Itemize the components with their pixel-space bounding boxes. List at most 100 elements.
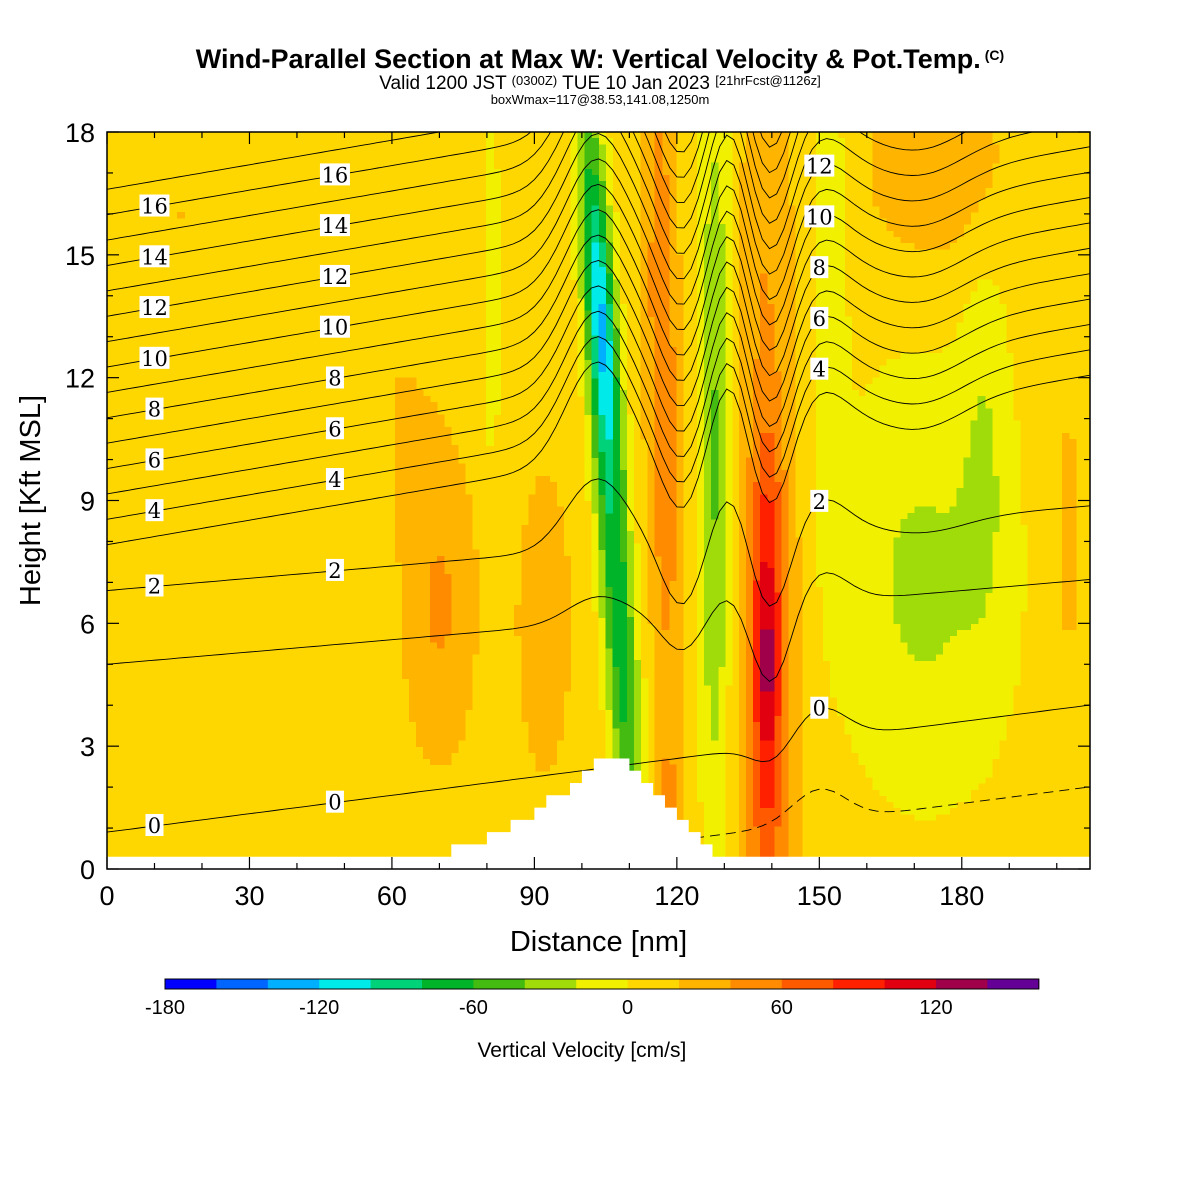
terrain-profile [107, 758, 1090, 869]
velocity-band [486, 132, 1028, 869]
theta-contour [107, 285, 1090, 470]
theta-contour [451, 786, 1090, 869]
svg-text:2: 2 [328, 559, 341, 583]
colorbar-swatch [422, 979, 474, 989]
y-tick-label: 9 [80, 487, 95, 517]
contour-label: 0 [325, 790, 344, 815]
contour-label: 8 [810, 256, 829, 280]
contour-label: 16 [139, 194, 170, 219]
contour-label: 10 [139, 346, 170, 371]
svg-text:0: 0 [813, 697, 826, 721]
colorbar-swatch [884, 979, 937, 989]
svg-text:8: 8 [148, 398, 161, 422]
colorbar-tick-label: 120 [919, 997, 952, 1019]
x-tick-label: 30 [234, 881, 264, 911]
theta-contour [107, 478, 1090, 607]
contour-label: 6 [325, 417, 344, 441]
y-axis-title: Height [Kft MSL] [15, 395, 47, 606]
svg-text:10: 10 [322, 316, 349, 340]
contour-label: 2 [145, 574, 164, 598]
contour-label: 6 [145, 448, 164, 472]
contour-label: 4 [325, 468, 344, 492]
colorbar: -180 -120 -60 0 60 120 Vertical Velocity [cm/s… [145, 978, 1040, 1062]
svg-text:2: 2 [148, 574, 161, 598]
contour-label: 2 [325, 558, 344, 583]
colorbar-swatch [679, 979, 731, 989]
colorbar-swatch [576, 979, 629, 989]
contour-label: 16 [319, 163, 350, 187]
colorbar-frame [164, 978, 1040, 990]
svg-text:4: 4 [813, 358, 826, 382]
theta-contour [107, 209, 1090, 393]
velocity-band [760, 629, 775, 692]
chart-title: Wind-Parallel Section at Max W: Vertical… [195, 44, 1005, 74]
contour-label: 8 [145, 397, 164, 422]
theta-contours [107, 132, 1090, 869]
svg-text:0: 0 [328, 791, 341, 815]
plot-frame [106, 131, 1091, 870]
contour-label: 4 [145, 499, 164, 523]
chart-box-info: boxWmax=117@38.53,141.08,1250m [490, 92, 710, 107]
svg-text:14: 14 [141, 245, 168, 269]
theta-contour [107, 132, 783, 190]
svg-text:4: 4 [328, 468, 341, 492]
colorbar-swatch [370, 979, 423, 989]
theta-contour [107, 336, 1090, 520]
x-tick-label: 90 [519, 881, 549, 911]
y-tick-label: 15 [65, 241, 95, 271]
velocity-field [107, 132, 1090, 869]
colorbar-tick-label: 0 [622, 997, 633, 1019]
colorbar-swatch [833, 979, 886, 989]
colorbar-swatch [473, 979, 526, 989]
velocity-band [760, 561, 775, 741]
svg-text:0: 0 [148, 814, 161, 838]
svg-text:10: 10 [141, 347, 168, 371]
theta-contour [107, 183, 1090, 368]
contour-label: 12 [804, 154, 835, 179]
theta-contour [107, 572, 1090, 682]
theta-contour [107, 361, 1090, 546]
x-tick-label: 180 [939, 881, 984, 911]
svg-text:8: 8 [328, 366, 341, 390]
theta-contour [107, 260, 1090, 444]
y-tick-label: 12 [65, 364, 95, 394]
contour-label: 6 [810, 306, 829, 331]
contour-label: 0 [810, 696, 829, 721]
contour-label: 14 [139, 245, 170, 269]
theta-contour [107, 132, 799, 241]
y-tick-label: 3 [80, 732, 95, 762]
theta-contour [107, 132, 791, 216]
contour-label: 2 [810, 489, 829, 514]
svg-text:14: 14 [322, 214, 349, 238]
contour-label: 4 [810, 357, 829, 382]
theta-contour [107, 234, 1090, 419]
colorbar-tick-label: -180 [145, 997, 185, 1019]
svg-text:6: 6 [328, 417, 341, 441]
velocity-band [430, 132, 789, 869]
svg-text:4: 4 [148, 499, 161, 523]
colorbar-swatch [987, 979, 1040, 989]
copyright-mark: (C) [984, 47, 1005, 63]
contour-label: 10 [804, 205, 835, 229]
y-tick-label: 18 [65, 118, 95, 148]
velocity-band [584, 132, 719, 852]
svg-text:16: 16 [141, 195, 168, 219]
y-tick-label: 6 [80, 609, 95, 639]
contour-labels: 0 0 0 2 2 2 4 4 4 6 6 6 8 8 8 10 10 10 12 12 12 14 14 16 16 [139, 154, 835, 838]
svg-text:12: 12 [141, 296, 168, 320]
svg-text:6: 6 [148, 448, 161, 472]
contour-label: 10 [319, 315, 350, 340]
x-tick-label: 120 [654, 881, 699, 911]
svg-text:12: 12 [322, 265, 349, 289]
colorbar-swatch [319, 979, 372, 989]
contour-label: 8 [325, 366, 344, 390]
theta-contour [107, 132, 1035, 292]
colorbar-title: Vertical Velocity [cm/s] [477, 1039, 686, 1062]
contour-label: 14 [319, 214, 350, 238]
colorbar-swatch [936, 979, 988, 989]
velocity-band [753, 494, 782, 809]
colorbar-swatch [216, 979, 269, 989]
x-tick-label: 60 [377, 881, 407, 911]
colorbar-tick-label: -60 [459, 997, 488, 1019]
svg-text:12: 12 [806, 155, 833, 179]
